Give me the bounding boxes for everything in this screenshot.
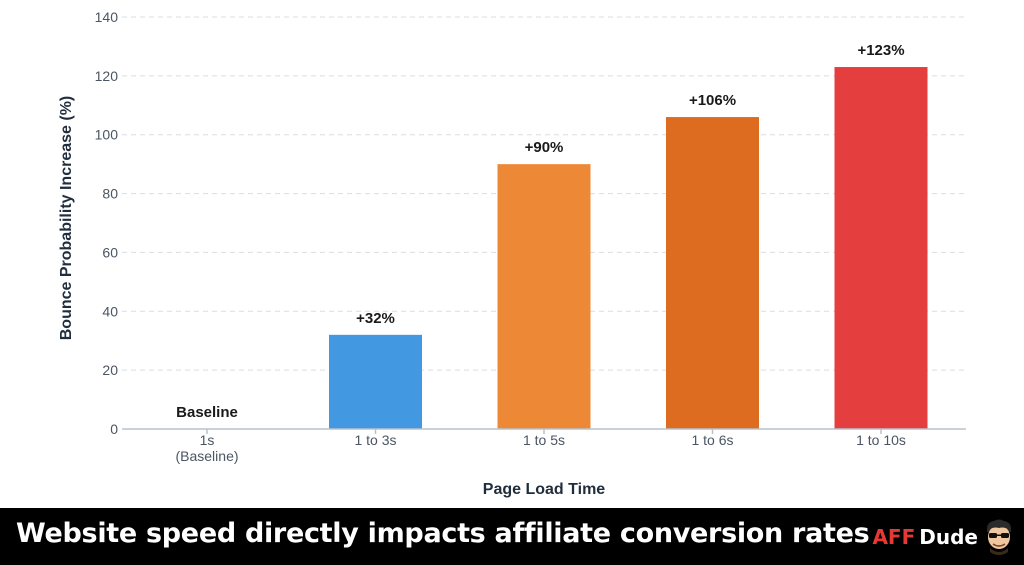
bar-value-label: +106% xyxy=(689,92,736,109)
gridlines xyxy=(122,16,966,371)
x-tick-label: 1 to 5s xyxy=(523,432,565,448)
brand-dude-text: Dude xyxy=(919,525,978,549)
bar-value-label: +32% xyxy=(356,310,395,327)
y-tick-label: 80 xyxy=(102,186,118,202)
dude-avatar-icon xyxy=(986,519,1012,555)
y-tick-label: 60 xyxy=(102,244,118,260)
y-axis-title: Bounce Probability Increase (%) xyxy=(58,96,75,341)
footer-headline: Website speed directly impacts affiliate… xyxy=(16,518,870,549)
brand-logo: AFF Dude xyxy=(872,518,1016,556)
y-tick-label: 0 xyxy=(110,421,118,437)
bars: Baseline +32% +90% +106% +123% xyxy=(176,42,928,430)
bar-value-label: Baseline xyxy=(176,404,238,421)
brand-aff-text: AFF xyxy=(872,525,916,549)
bar-value-label: +123% xyxy=(857,42,904,59)
y-axis-ticks: 0 20 40 60 80 100 120 140 xyxy=(95,9,119,437)
x-tick-label: 1 to 3s xyxy=(354,432,396,448)
x-tick-label: 1 to 6s xyxy=(691,432,733,448)
footer-banner: Website speed directly impacts affiliate… xyxy=(0,508,1024,565)
y-tick-label: 100 xyxy=(95,127,119,143)
bar xyxy=(666,117,759,430)
y-tick-label: 140 xyxy=(95,9,119,25)
x-tick-label: 1 to 10s xyxy=(856,432,906,448)
bar xyxy=(329,334,422,429)
x-tick-label: 1s (Baseline) xyxy=(175,432,238,464)
bar xyxy=(497,164,591,429)
y-tick-label: 120 xyxy=(95,68,119,84)
bar-value-label: +90% xyxy=(525,139,564,156)
x-axis-title: Page Load Time xyxy=(483,481,606,498)
bar-chart: 0 20 40 60 80 100 120 140 Baseline +32% +90% +106%… xyxy=(58,9,966,498)
y-tick-label: 20 xyxy=(102,362,118,378)
bar xyxy=(834,67,928,430)
x-axis-ticks: 1s (Baseline) 1 to 3s 1 to 5s 1 to 6s 1 to 10… xyxy=(175,429,906,464)
y-tick-label: 40 xyxy=(102,303,118,319)
